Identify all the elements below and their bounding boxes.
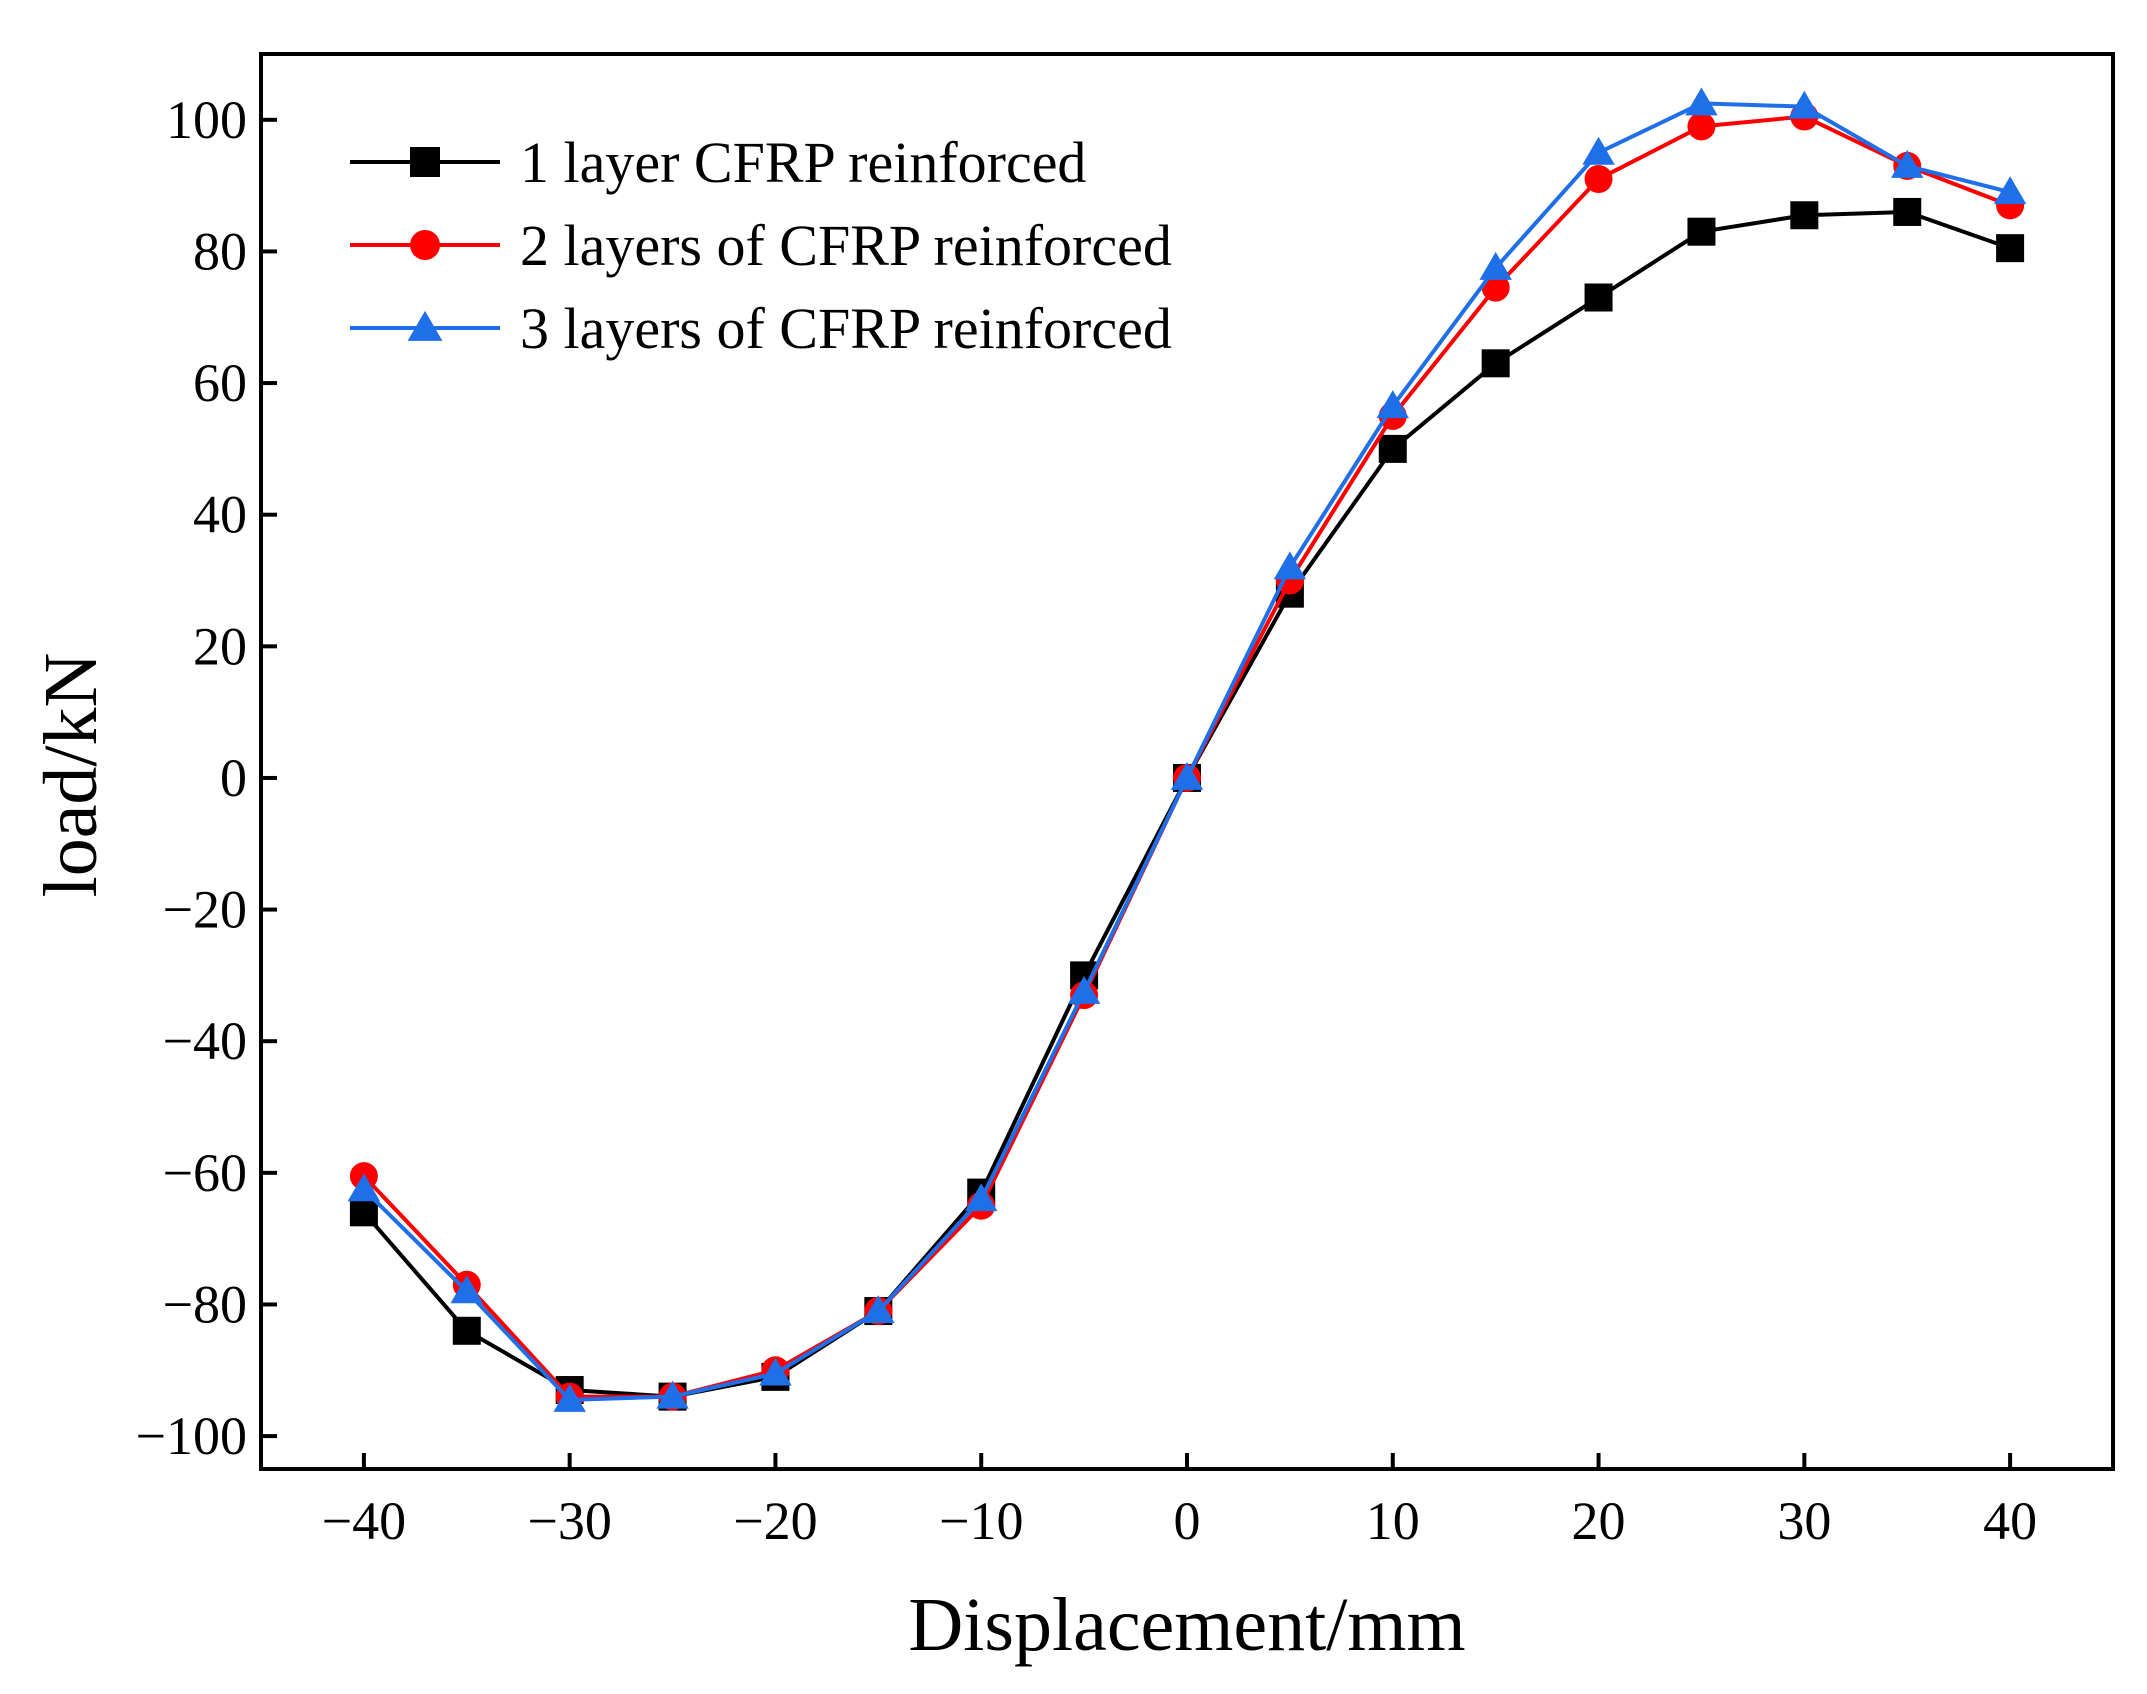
y-tick-label: −20 bbox=[163, 880, 247, 940]
legend-label-1: 1 layer CFRP reinforced bbox=[520, 130, 1086, 195]
x-tick-label: 20 bbox=[1572, 1491, 1626, 1551]
series-3-point bbox=[1993, 176, 2027, 205]
y-tick-label: 100 bbox=[166, 90, 247, 150]
legend-label-3: 3 layers of CFRP reinforced bbox=[520, 296, 1172, 361]
y-tick-label: −40 bbox=[163, 1011, 247, 1071]
series-3-point bbox=[656, 1380, 689, 1409]
series-1-point bbox=[1893, 197, 1922, 226]
legend-label-2: 2 layers of CFRP reinforced bbox=[520, 213, 1172, 278]
x-tick-label: 40 bbox=[1983, 1491, 2037, 1551]
x-tick-label: −40 bbox=[322, 1491, 406, 1551]
series-3-point bbox=[450, 1275, 484, 1304]
y-tick-label: 60 bbox=[193, 353, 247, 413]
y-tick-label: 20 bbox=[193, 616, 247, 676]
series-3-point bbox=[1376, 390, 1410, 419]
legend-marker-2 bbox=[410, 230, 440, 260]
y-axis-title: load/kN bbox=[29, 653, 113, 898]
series-3 bbox=[347, 87, 2027, 1412]
series-2-point bbox=[1687, 112, 1716, 141]
y-tick-label: 40 bbox=[193, 485, 247, 545]
series-3-point bbox=[1685, 87, 1718, 116]
legend-marker-1 bbox=[410, 147, 440, 177]
series-3-point bbox=[1890, 149, 1924, 178]
series-1-point bbox=[349, 1198, 378, 1227]
series-1-point bbox=[452, 1316, 481, 1345]
x-tick-label: −20 bbox=[733, 1491, 817, 1551]
y-tick-label: −60 bbox=[163, 1143, 247, 1203]
y-axis: −100 −80 −60 −40 −20 0 20 40 60 80 100 bbox=[136, 90, 277, 1466]
series-3-point bbox=[347, 1173, 381, 1202]
y-tick-label: −80 bbox=[163, 1274, 247, 1334]
series-2-point bbox=[1584, 165, 1613, 194]
series-3-point bbox=[759, 1357, 792, 1386]
series-layer bbox=[347, 87, 2027, 1412]
series-3-point bbox=[1582, 136, 1615, 165]
series-3-point bbox=[1170, 761, 1204, 790]
series-1-point bbox=[1481, 349, 1510, 378]
x-tick-label: −30 bbox=[527, 1491, 611, 1551]
series-3-point bbox=[964, 1183, 998, 1212]
y-tick-label: −100 bbox=[136, 1406, 247, 1466]
y-tick-label: 80 bbox=[193, 221, 247, 281]
series-3-point bbox=[1273, 551, 1307, 580]
series-1-point bbox=[1378, 434, 1407, 463]
series-1-point bbox=[1996, 234, 2025, 263]
x-axis: −40 −30 −20 −10 0 10 20 30 40 bbox=[322, 1453, 2037, 1551]
x-tick-label: 10 bbox=[1366, 1491, 1420, 1551]
series-3-point bbox=[1788, 90, 1821, 119]
series-3-point bbox=[1067, 975, 1101, 1004]
legend-marker-3 bbox=[407, 310, 443, 341]
x-axis-title: Displacement/mm bbox=[908, 1583, 1465, 1667]
series-1-point bbox=[1584, 283, 1613, 312]
series-1-point bbox=[1790, 201, 1819, 230]
series-1-point bbox=[1687, 217, 1716, 246]
series-3-point bbox=[1479, 251, 1512, 280]
series-3-point bbox=[862, 1295, 895, 1324]
x-tick-label: 0 bbox=[1174, 1491, 1201, 1551]
legend: 1 layer CFRP reinforced 2 layers of CFRP … bbox=[350, 130, 1172, 361]
x-tick-label: 30 bbox=[1777, 1491, 1831, 1551]
series-3-point bbox=[553, 1383, 586, 1412]
y-tick-label: 0 bbox=[220, 748, 247, 808]
x-tick-label: −10 bbox=[939, 1491, 1023, 1551]
